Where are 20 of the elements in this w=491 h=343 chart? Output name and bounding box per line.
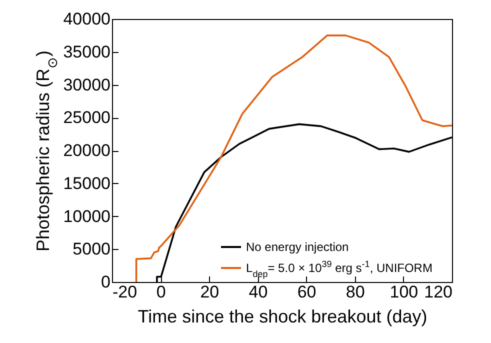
y-tick-label: 15000 [63,174,110,193]
y-tick-label: 35000 [63,42,110,62]
y-tick-label: 5000 [72,240,110,259]
x-tick-label: 0 [156,282,166,302]
x-tick-label: -20 [112,282,138,302]
legend-label: No energy injection [246,240,349,254]
y-tick-label: 10000 [63,206,110,226]
x-tick-label: 100 [390,282,418,302]
x-tick-label: 60 [297,282,316,302]
y-tick-label: 20000 [63,141,110,160]
y-tick-label: 25000 [63,108,110,128]
x-tick-label: 80 [346,282,365,302]
x-tick-label: 120 [424,282,452,302]
y-tick-label: 30000 [63,75,110,94]
x-axis-title: Time since the shock breakout (day) [138,306,428,326]
legend-label: L$_{dep}$= 5.0 × 10$^{39}$ erg s$^{-1}$, UNIFORM [246,259,432,279]
y-tick-label: 40000 [63,10,110,28]
x-tick-label: 40 [248,282,268,302]
x-tick-label: 20 [200,282,220,302]
line-series [135,34,452,282]
